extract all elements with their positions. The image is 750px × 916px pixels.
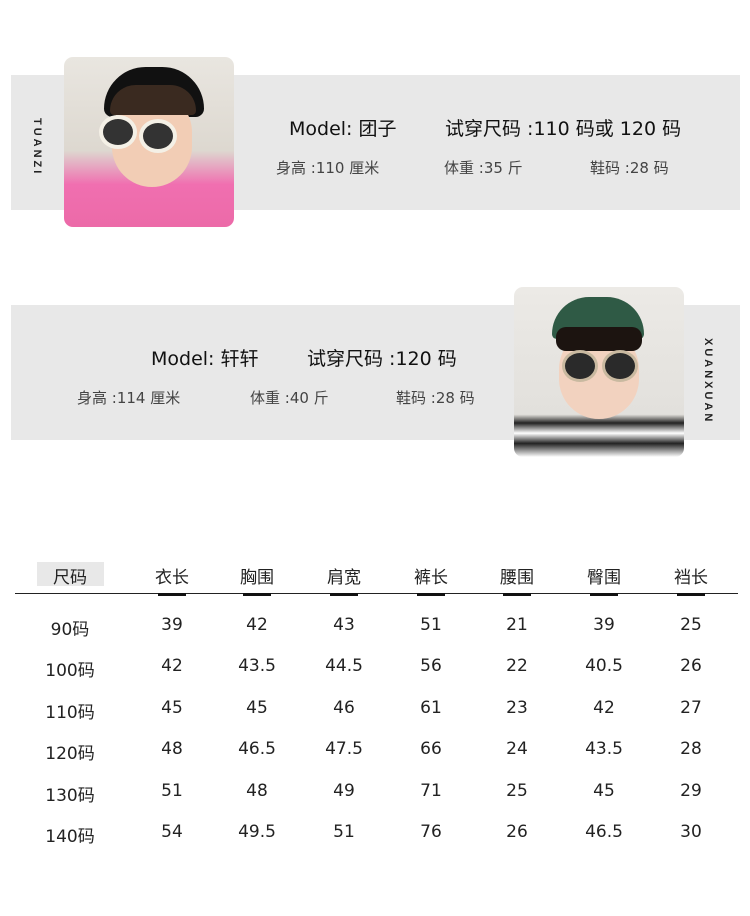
table-cell: 61 xyxy=(420,698,442,718)
table-cell: 29 xyxy=(680,781,702,801)
table-cell: 45 xyxy=(246,698,268,718)
table-cell: 42 xyxy=(161,656,183,676)
table-cell: 45 xyxy=(593,781,615,801)
size-label: 110码 xyxy=(45,703,95,723)
table-cell: 46.5 xyxy=(585,822,623,842)
size-label: 120码 xyxy=(45,744,95,764)
model-weight: 体重 :35 斤 xyxy=(444,159,523,177)
table-cell: 51 xyxy=(161,781,183,801)
table-divider xyxy=(15,593,738,594)
header-underline xyxy=(590,593,618,596)
column-header: 胸围 xyxy=(240,568,274,588)
header-underline xyxy=(417,593,445,596)
table-cell: 54 xyxy=(161,822,183,842)
table-cell: 26 xyxy=(680,656,702,676)
table-cell: 46.5 xyxy=(238,739,276,759)
table-cell: 44.5 xyxy=(325,656,363,676)
table-cell: 39 xyxy=(593,615,615,635)
size-label: 90码 xyxy=(50,620,90,640)
table-cell: 22 xyxy=(506,656,528,676)
try-size: 试穿尺码 :110 码或 120 码 xyxy=(445,118,682,140)
header-underline xyxy=(503,593,531,596)
column-header: 裤长 xyxy=(414,568,448,588)
table-cell: 49 xyxy=(333,781,355,801)
model-name-tag: XUANXUAN xyxy=(702,338,714,425)
table-cell: 27 xyxy=(680,698,702,718)
table-cell: 45 xyxy=(161,698,183,718)
table-cell: 25 xyxy=(680,615,702,635)
model-height: 身高 :114 厘米 xyxy=(77,389,181,407)
column-header: 臀围 xyxy=(587,568,621,588)
header-underline xyxy=(330,593,358,596)
table-cell: 21 xyxy=(506,615,528,635)
size-label: 100码 xyxy=(45,661,95,681)
table-cell: 51 xyxy=(333,822,355,842)
table-cell: 26 xyxy=(506,822,528,842)
table-cell: 25 xyxy=(506,781,528,801)
table-cell: 48 xyxy=(246,781,268,801)
column-header: 尺码 xyxy=(53,568,87,588)
model-photo-tuanzi xyxy=(64,57,234,227)
model-shoe: 鞋码 :28 码 xyxy=(396,389,475,407)
table-cell: 28 xyxy=(680,739,702,759)
table-cell: 24 xyxy=(506,739,528,759)
try-size: 试穿尺码 :120 码 xyxy=(307,348,457,370)
header-underline xyxy=(677,593,705,596)
table-cell: 71 xyxy=(420,781,442,801)
header-underline xyxy=(243,593,271,596)
column-header: 肩宽 xyxy=(327,568,361,588)
model-weight: 体重 :40 斤 xyxy=(250,389,329,407)
column-header: 裆长 xyxy=(674,568,708,588)
column-header: 腰围 xyxy=(500,568,534,588)
header-underline xyxy=(158,593,186,596)
model-name: Model: 团子 xyxy=(289,118,397,140)
table-cell: 23 xyxy=(506,698,528,718)
model-photo-xuanxuan xyxy=(514,287,684,457)
table-cell: 43 xyxy=(333,615,355,635)
table-cell: 30 xyxy=(680,822,702,842)
table-cell: 43.5 xyxy=(585,739,623,759)
size-label: 130码 xyxy=(45,786,95,806)
table-cell: 66 xyxy=(420,739,442,759)
model-shoe: 鞋码 :28 码 xyxy=(590,159,669,177)
table-cell: 42 xyxy=(246,615,268,635)
table-cell: 76 xyxy=(420,822,442,842)
table-cell: 39 xyxy=(161,615,183,635)
table-cell: 49.5 xyxy=(238,822,276,842)
table-cell: 48 xyxy=(161,739,183,759)
size-label: 140码 xyxy=(45,827,95,847)
model-name-tag: TUANZI xyxy=(31,118,43,177)
table-cell: 42 xyxy=(593,698,615,718)
table-cell: 43.5 xyxy=(238,656,276,676)
model-height: 身高 :110 厘米 xyxy=(276,159,380,177)
model-name: Model: 轩轩 xyxy=(151,348,259,370)
table-cell: 51 xyxy=(420,615,442,635)
table-cell: 47.5 xyxy=(325,739,363,759)
column-header: 衣长 xyxy=(155,568,189,588)
table-cell: 56 xyxy=(420,656,442,676)
table-cell: 46 xyxy=(333,698,355,718)
table-cell: 40.5 xyxy=(585,656,623,676)
size-header-bg xyxy=(37,562,104,586)
